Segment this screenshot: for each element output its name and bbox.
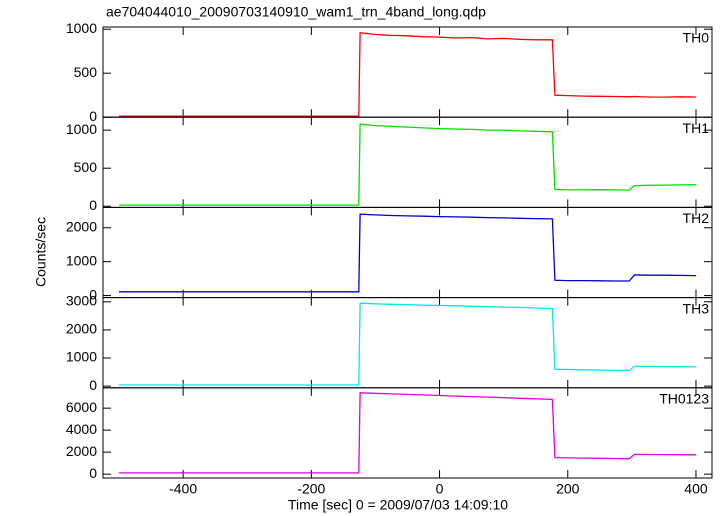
panel-frame bbox=[102, 116, 713, 208]
series-line bbox=[119, 392, 697, 474]
series-label: TH1 bbox=[683, 120, 710, 136]
chart-title: ae704044010_20090703140910_wam1_trn_4ban… bbox=[106, 4, 486, 20]
panel-frame bbox=[102, 206, 713, 299]
x-axis-label: Time [sec] 0 = 2009/07/03 14:09:10 bbox=[288, 497, 508, 513]
panel-frame bbox=[102, 297, 713, 389]
x-tick-label: -200 bbox=[297, 481, 325, 497]
y-tick-label: 0 bbox=[89, 108, 97, 124]
y-tick-label: 6000 bbox=[66, 399, 97, 415]
y-tick-label: 500 bbox=[74, 64, 98, 80]
y-tick-label: 3000 bbox=[66, 293, 97, 309]
panel-frame bbox=[102, 387, 713, 479]
series-line bbox=[119, 123, 697, 206]
x-tick-label: 200 bbox=[556, 481, 580, 497]
x-tick-label: -400 bbox=[169, 481, 197, 497]
series-line bbox=[119, 302, 697, 386]
x-tick-label: 0 bbox=[436, 481, 444, 497]
y-tick-label: 4000 bbox=[66, 421, 97, 437]
y-tick-label: 2000 bbox=[66, 218, 97, 234]
y-tick-label: 1000 bbox=[66, 349, 97, 365]
y-tick-label: 0 bbox=[89, 377, 97, 393]
y-tick-label: 1000 bbox=[66, 252, 97, 268]
y-tick-label: 0 bbox=[89, 286, 97, 302]
y-axis-label: Counts/sec bbox=[33, 217, 49, 287]
y-tick-label: 2000 bbox=[66, 443, 97, 459]
y-tick-label: 0 bbox=[89, 197, 97, 213]
y-tick-label: 1000 bbox=[66, 121, 97, 137]
series-line bbox=[119, 213, 697, 293]
panel-frame bbox=[102, 26, 713, 118]
y-tick-label: 1000 bbox=[66, 20, 97, 36]
y-tick-label: 500 bbox=[74, 159, 98, 175]
series-label: TH0123 bbox=[659, 391, 709, 407]
series-label: TH0 bbox=[683, 30, 710, 46]
y-tick-label: 2000 bbox=[66, 321, 97, 337]
series-line bbox=[119, 31, 697, 117]
series-label: TH3 bbox=[683, 300, 710, 316]
y-tick-label: 0 bbox=[89, 465, 97, 481]
series-label: TH2 bbox=[683, 210, 710, 226]
x-tick-label: 400 bbox=[684, 481, 708, 497]
